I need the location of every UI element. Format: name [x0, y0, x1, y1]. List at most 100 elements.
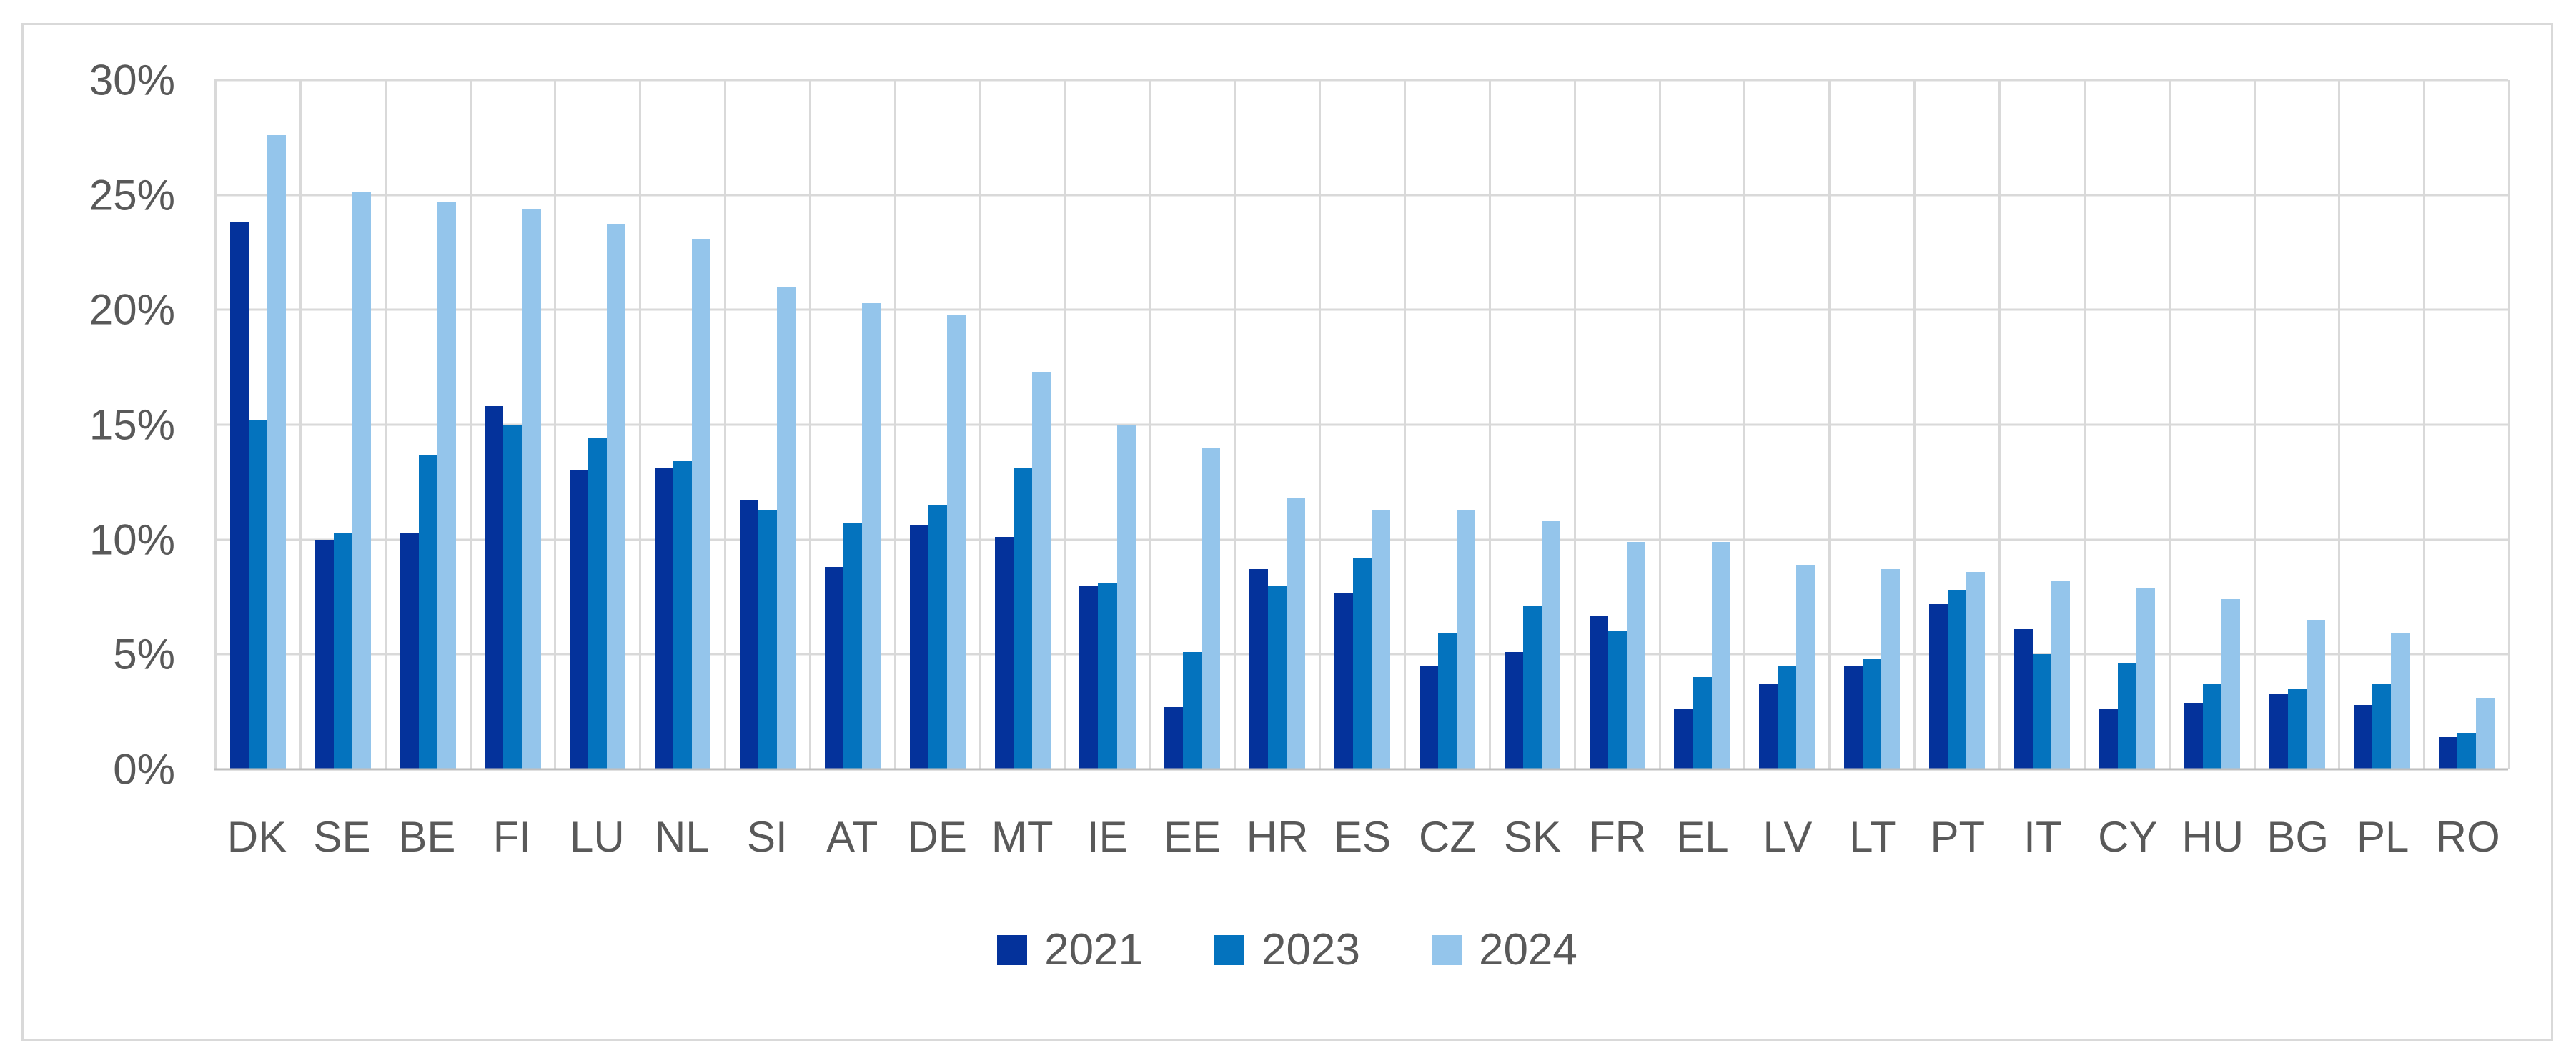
legend-label: 2023 [1262, 925, 1360, 974]
bar-BE-2023 [418, 454, 437, 769]
x-axis-label-BG: BG [2267, 813, 2329, 861]
y-axis-labels: 0% 5% 10% 15% 20% 25% 30% [24, 56, 195, 794]
x-axis-label-PT: PT [1930, 813, 1986, 861]
bar-SE-2023 [333, 533, 352, 769]
bar-BG-2024 [2306, 620, 2325, 769]
bar-CY-2023 [2117, 663, 2136, 769]
bar-DK-2024 [267, 135, 287, 769]
gridline-0% [214, 768, 2508, 771]
bar-NL-2023 [673, 461, 693, 769]
bar-SI-2021 [739, 500, 759, 769]
bar-ES-2021 [1334, 592, 1354, 769]
bar-SI-2024 [777, 287, 796, 769]
bar-ES-2023 [1353, 558, 1372, 769]
legend-swatch-icon [1431, 934, 1462, 965]
bar-FR-2023 [1607, 631, 1627, 769]
bar-AT-2023 [843, 523, 862, 769]
x-axis-label-PL: PL [2357, 813, 2409, 861]
x-axis-label-NL: NL [654, 813, 710, 861]
bar-FI-2021 [485, 406, 504, 769]
x-axis-label-DK: DK [227, 813, 287, 861]
gridline-15% [214, 423, 2508, 426]
x-axis-label-DE: DE [907, 813, 967, 861]
bar-PT-2023 [1948, 590, 1967, 769]
category-cell-DE [893, 80, 979, 769]
x-axis-label-CY: CY [2098, 813, 2158, 861]
category-cell-FI [469, 80, 555, 769]
bar-SI-2023 [758, 509, 778, 769]
legend-label: 2024 [1478, 925, 1577, 974]
bar-LV-2021 [1759, 684, 1778, 769]
category-cell-HU [2168, 80, 2254, 769]
y-tick-label: 25% [89, 171, 175, 219]
gridline-30% [214, 79, 2508, 82]
bar-EE-2021 [1164, 707, 1184, 769]
bar-IE-2024 [1116, 425, 1136, 769]
bar-FR-2021 [1589, 615, 1608, 769]
bar-RO-2024 [2476, 698, 2495, 769]
category-cell-DK [214, 80, 299, 769]
bar-AT-2024 [861, 302, 881, 769]
category-cell-IE [1064, 80, 1149, 769]
bar-SK-2023 [1522, 606, 1542, 769]
bar-HR-2024 [1287, 498, 1306, 769]
x-axis-label-LU: LU [570, 813, 625, 861]
plot-area [214, 79, 2510, 771]
bar-IT-2021 [2013, 629, 2033, 769]
bar-FI-2024 [522, 208, 541, 769]
bar-BE-2021 [400, 533, 419, 769]
category-cell-MT [979, 80, 1064, 769]
category-cell-EE [1149, 80, 1234, 769]
category-cell-HR [1234, 80, 1319, 769]
bar-BE-2024 [437, 202, 456, 769]
y-tick-label: 10% [89, 515, 175, 564]
bar-PL-2024 [2391, 633, 2410, 769]
bar-HU-2023 [2202, 684, 2221, 769]
gridline-10% [214, 538, 2508, 541]
x-axis-label-HU: HU [2181, 813, 2244, 861]
bar-LU-2021 [570, 470, 589, 769]
x-axis-label-BE: BE [398, 813, 456, 861]
bar-PL-2021 [2354, 705, 2373, 769]
category-cell-CY [2083, 80, 2169, 769]
bar-SK-2024 [1541, 520, 1560, 769]
y-tick-label: 5% [113, 630, 175, 678]
x-axis-label-SE: SE [313, 813, 371, 861]
bar-HR-2021 [1249, 569, 1269, 769]
x-axis-label-FR: FR [1588, 813, 1646, 861]
x-axis-label-SK: SK [1503, 813, 1562, 861]
bar-HU-2021 [2184, 702, 2203, 769]
bar-PL-2023 [2372, 684, 2392, 769]
bar-PT-2021 [1929, 603, 1948, 769]
bar-DE-2023 [928, 505, 947, 769]
category-cell-LU [554, 80, 639, 769]
bar-BG-2023 [2287, 689, 2307, 769]
x-axis-label-RO: RO [2435, 813, 2500, 861]
bar-CY-2024 [2136, 588, 2155, 769]
bar-IT-2023 [2032, 654, 2051, 769]
x-axis-label-IT: IT [2023, 813, 2062, 861]
bar-IT-2024 [2051, 581, 2071, 769]
category-cell-SK [1488, 80, 1574, 769]
legend: 2021 2023 2024 [24, 924, 2551, 975]
category-cell-FR [1573, 80, 1659, 769]
bar-NL-2021 [655, 468, 674, 769]
category-cell-PT [1913, 80, 1998, 769]
category-cell-SI [724, 80, 809, 769]
gridline-20% [214, 308, 2508, 311]
gridline-25% [214, 194, 2508, 197]
legend-item-2024: 2024 [1431, 924, 1577, 975]
bar-DE-2021 [909, 525, 928, 769]
x-axis-label-FI: FI [492, 813, 532, 861]
bar-DK-2021 [229, 222, 249, 769]
legend-swatch-icon [1214, 934, 1245, 965]
bar-groups [214, 80, 2508, 769]
bar-SE-2024 [352, 192, 371, 769]
category-cell-RO [2423, 80, 2508, 769]
bar-EL-2023 [1693, 677, 1712, 769]
category-cell-PL [2338, 80, 2423, 769]
bar-LU-2023 [588, 438, 608, 769]
bar-LU-2024 [607, 224, 626, 769]
bar-HR-2023 [1268, 585, 1287, 769]
bar-LV-2023 [1778, 666, 1797, 769]
